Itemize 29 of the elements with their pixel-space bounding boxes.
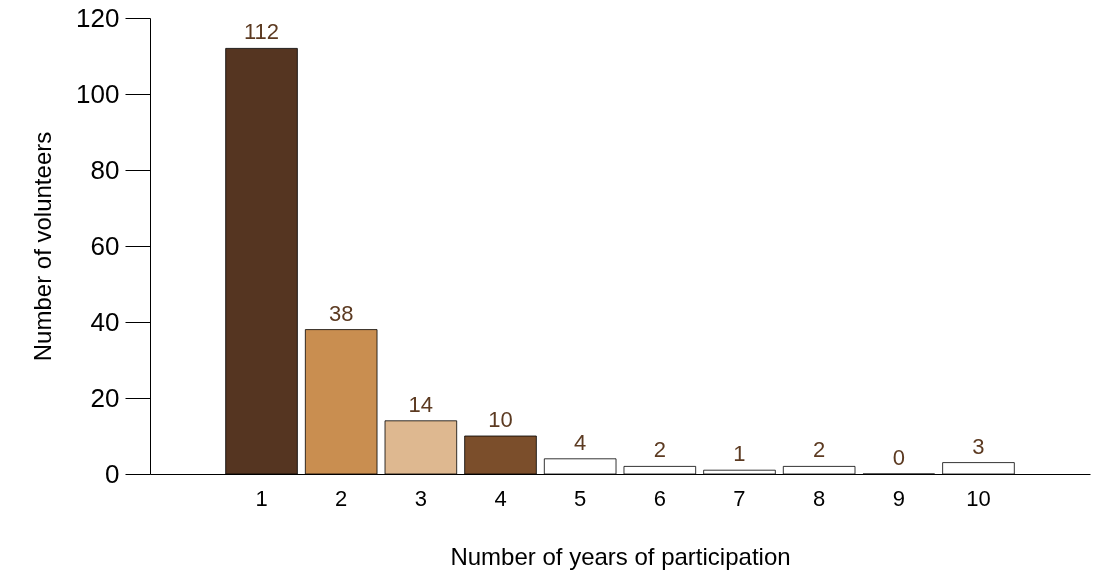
data-label: 2 bbox=[653, 437, 666, 463]
data-label: 14 bbox=[408, 391, 434, 417]
data-label: 3 bbox=[972, 433, 985, 459]
data-label: 38 bbox=[328, 300, 354, 326]
x-tick-label: 1 bbox=[255, 485, 268, 511]
data-label: 4 bbox=[574, 429, 587, 455]
y-tick-label: 120 bbox=[76, 2, 120, 33]
x-tick-label: 10 bbox=[966, 485, 991, 511]
data-label: 112 bbox=[243, 19, 280, 45]
data-label: 1 bbox=[733, 441, 746, 467]
y-tick-label: 40 bbox=[90, 306, 120, 337]
x-tick-label: 7 bbox=[733, 485, 746, 511]
x-tick-label: 4 bbox=[494, 485, 507, 511]
x-axis-title: Number of years of participation bbox=[450, 542, 791, 570]
y-tick-label: 100 bbox=[76, 78, 120, 109]
x-tick-label: 9 bbox=[892, 485, 905, 511]
y-tick-label: 60 bbox=[90, 230, 120, 261]
x-tick-label: 8 bbox=[813, 485, 826, 511]
x-tick-label: 2 bbox=[335, 485, 348, 511]
data-label: 10 bbox=[488, 407, 513, 432]
y-axis-title: Number of volunteers bbox=[29, 131, 57, 362]
y-tick-label: 80 bbox=[90, 154, 120, 185]
x-tick-label: 6 bbox=[653, 485, 666, 511]
y-tick-label: 20 bbox=[90, 382, 120, 413]
x-tick-label: 5 bbox=[574, 485, 587, 511]
y-tick-label: 0 bbox=[105, 458, 120, 489]
data-label: 0 bbox=[892, 445, 905, 470]
data-label: 2 bbox=[813, 437, 826, 463]
x-tick-label: 3 bbox=[414, 485, 427, 511]
